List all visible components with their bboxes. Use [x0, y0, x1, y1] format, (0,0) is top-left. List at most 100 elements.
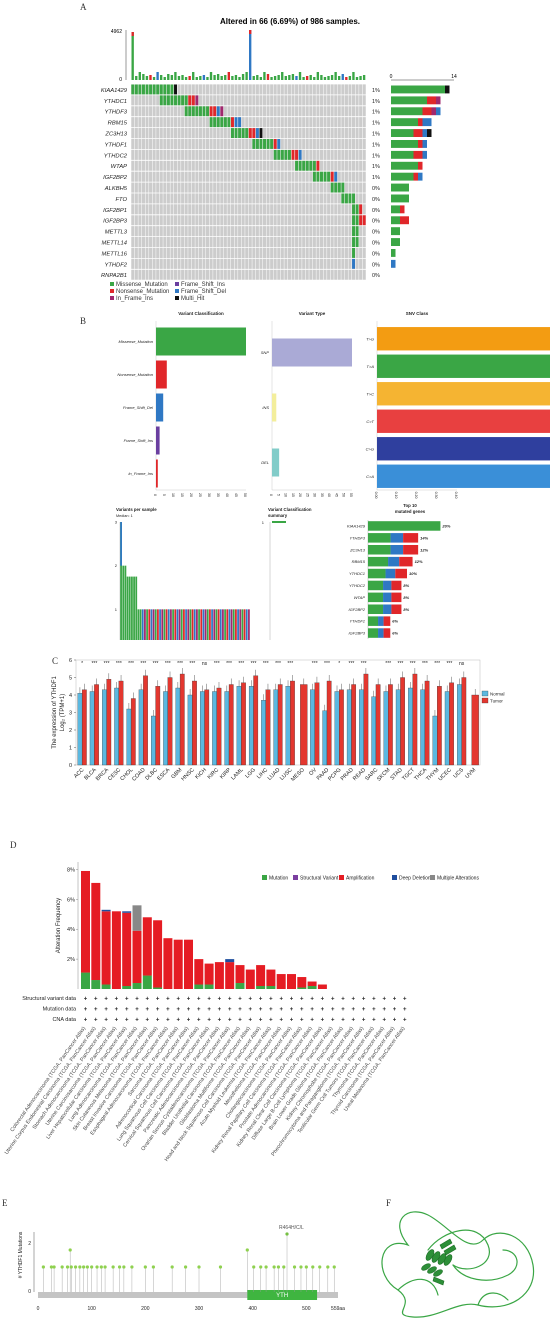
top-bar	[156, 72, 159, 80]
top-bar	[202, 75, 206, 80]
gene-pct: 0%	[372, 219, 380, 225]
annotation-plus: +	[362, 1018, 366, 1024]
top-bar	[256, 75, 259, 80]
annotation-plus: +	[115, 1007, 119, 1013]
oncoprint-cell	[355, 215, 359, 226]
gene-label: FTO	[116, 197, 128, 203]
gene-label: ZC3H13	[104, 132, 127, 138]
normal-bar	[114, 687, 119, 766]
category-label: READ	[352, 767, 367, 782]
panel-label-d: D	[10, 840, 17, 850]
significance-label: ***	[104, 661, 110, 667]
gene-label: YTHDC1	[349, 571, 365, 576]
right-bar-segment	[391, 227, 400, 236]
category-label: T>A	[367, 364, 375, 369]
bar	[272, 448, 280, 477]
tick-label: 40	[225, 493, 229, 497]
protein-structure-image	[381, 1211, 535, 1318]
annotation-plus: +	[279, 1018, 283, 1024]
y-axis-label: The expression of YTHDF1	[52, 676, 58, 749]
gene-label: ZC3H13	[349, 547, 366, 552]
top-bar	[238, 77, 241, 80]
sample-bar	[243, 609, 246, 640]
oncoprint-cell	[270, 139, 274, 149]
oncoprint-cell	[330, 182, 334, 193]
top10-bar	[368, 521, 441, 531]
oncoprint-cell	[213, 117, 217, 128]
gene-label: YTHDF1	[104, 142, 127, 148]
subplot-title: Variants per sample	[116, 507, 157, 512]
annotation-plus: +	[321, 997, 325, 1003]
oncoprint-title: Altered in 66 (6.69%) of 986 samples.	[220, 17, 360, 26]
annotation-plus: +	[146, 1007, 150, 1013]
annotation-plus: +	[207, 1018, 211, 1024]
annotation-plus: +	[300, 1007, 304, 1013]
annotation-plus: +	[156, 997, 160, 1003]
sample-bar	[235, 609, 237, 640]
lollipop-head	[304, 1265, 308, 1269]
gene-pct: 1%	[372, 121, 380, 127]
legend-swatch	[175, 296, 179, 301]
significance-label: ***	[251, 661, 257, 667]
legend-item: Missense_Mutation	[110, 282, 168, 288]
sample-bar	[144, 609, 146, 640]
gene-pct: 1%	[372, 110, 380, 116]
lollipop-head	[276, 1265, 281, 1269]
legend-item: Nonsense_Mutation	[110, 289, 169, 295]
significance-label: ***	[385, 661, 391, 667]
top-bar	[249, 30, 252, 80]
top-bar-cap	[131, 32, 134, 36]
top10-pct: 6%	[392, 619, 398, 624]
oncoprint-top-max: 4962	[111, 29, 122, 35]
annotation-plus: +	[104, 1018, 108, 1024]
top10-bar-seg	[368, 544, 391, 555]
top-bar	[170, 75, 174, 80]
annotation-plus: +	[249, 1007, 253, 1013]
annotation-plus: +	[290, 997, 294, 1003]
top10-bar-seg	[378, 616, 384, 626]
sample-bar-top	[120, 522, 122, 566]
category-label: LUAD	[267, 767, 282, 782]
tick-label: 0.00	[374, 492, 378, 499]
category-label: C>T	[366, 419, 374, 424]
significance-label: ***	[165, 661, 171, 667]
annotation-plus: +	[125, 1007, 129, 1013]
gene-label: IGF2BP3	[349, 631, 366, 636]
top10-bar-seg	[383, 628, 391, 638]
x-tick-label: 559aa	[331, 1306, 345, 1312]
oncoprint-cell	[327, 171, 331, 182]
legend-swatch	[110, 289, 114, 294]
top-bar	[234, 75, 238, 80]
oncoprint-cell	[216, 117, 220, 128]
top10-bar-seg	[368, 616, 379, 626]
top-bar	[149, 75, 152, 80]
oncoprint-cell	[309, 160, 313, 171]
right-bar-segment	[413, 129, 423, 137]
category-label: UCS	[453, 767, 466, 780]
right-bar-segment	[427, 96, 436, 105]
alteration-segment	[287, 974, 296, 989]
significance-label: ***	[263, 661, 269, 667]
annotation-row-label: CNA data	[52, 1017, 76, 1023]
sample-bar	[139, 609, 142, 640]
annotation-plus: +	[146, 1018, 150, 1024]
top10-pct: 8%	[403, 583, 409, 588]
normal-bar	[334, 691, 340, 766]
normal-bar	[420, 689, 426, 766]
significance-label: ***	[226, 661, 232, 667]
oncoprint-cell	[341, 193, 345, 204]
top10-pct: 6%	[392, 631, 398, 636]
top-bar	[345, 77, 348, 80]
annotation-plus: +	[341, 1018, 345, 1024]
top10-pct: 14%	[420, 535, 428, 540]
alteration-segment	[142, 917, 152, 976]
right-bar-segment	[422, 140, 427, 148]
oncoprint-cell	[352, 204, 356, 215]
alteration-segment	[204, 963, 214, 985]
normal-bar	[310, 689, 315, 766]
panel-label-f: F	[386, 1198, 392, 1208]
significance-label: ***	[287, 661, 293, 667]
sample-bar	[204, 609, 207, 640]
lollipop-head	[218, 1265, 223, 1269]
annotation-plus: +	[115, 1018, 119, 1024]
